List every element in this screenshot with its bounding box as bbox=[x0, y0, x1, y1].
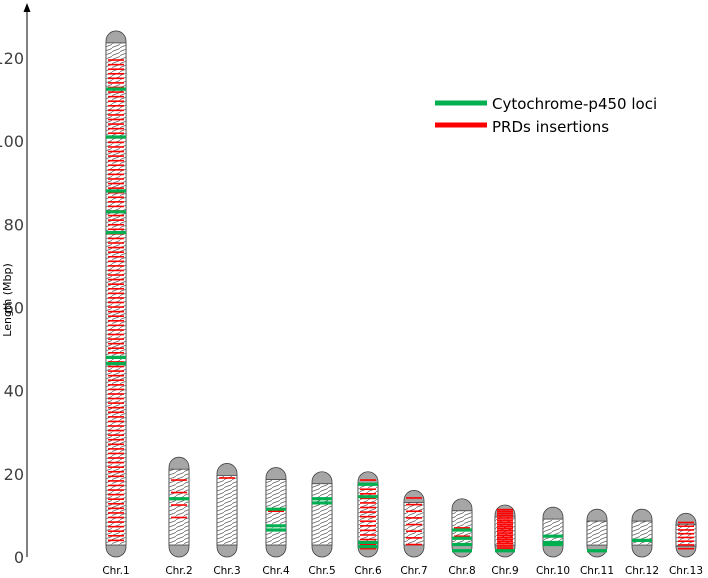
chromosome-hatch bbox=[169, 469, 189, 545]
chromosome-1: Chr.1 bbox=[102, 30, 130, 577]
y-tick-label: 120 bbox=[0, 49, 24, 68]
chromosome-label: Chr.5 bbox=[308, 565, 335, 577]
y-axis-arrow-icon bbox=[23, 3, 31, 12]
legend-prd-label: PRDs insertions bbox=[492, 118, 609, 136]
chromosome-hatch bbox=[217, 475, 237, 545]
chromosome-8: Chr.8 bbox=[448, 498, 476, 577]
y-tick-label: 20 bbox=[4, 465, 24, 484]
chromosome-label: Chr.2 bbox=[165, 565, 192, 577]
chromosome-label: Chr.13 bbox=[669, 565, 703, 577]
chromosome-4: Chr.4 bbox=[262, 467, 290, 577]
chromosome-label: Chr.12 bbox=[625, 565, 659, 577]
chromosome-label: Chr.10 bbox=[536, 565, 570, 577]
chromosome-label: Chr.6 bbox=[354, 565, 382, 577]
chromosome-10: Chr.10 bbox=[536, 506, 570, 577]
chromosome-hatch bbox=[312, 483, 332, 545]
chromosome-hatch bbox=[676, 524, 696, 547]
chromosome-hatch bbox=[543, 519, 563, 545]
y-tick-label: 0 bbox=[14, 548, 24, 567]
chromosome-5: Chr.5 bbox=[308, 471, 336, 577]
chromosomes: Chr.1 Chr.2 Chr.3 Chr.4 Chr.5 Chr.6 Chr.7 Chr.8… bbox=[102, 30, 703, 577]
y-axis: 0 20 40 60 80 100 120 bbox=[0, 3, 31, 567]
chromosome-3: Chr.3 bbox=[213, 463, 241, 577]
chromosome-label: Chr.3 bbox=[213, 565, 240, 577]
chromosome-label: Chr.4 bbox=[262, 565, 290, 577]
y-tick-label: 80 bbox=[4, 215, 24, 234]
chromosome-hatch bbox=[266, 479, 286, 545]
y-tick-label: 100 bbox=[0, 132, 24, 151]
chromosome-label: Chr.9 bbox=[491, 565, 518, 577]
chromosome-2: Chr.2 bbox=[165, 456, 193, 577]
legend-p450-label: Cytochrome-p450 loci bbox=[492, 95, 657, 113]
chromosome-6: Chr.6 bbox=[354, 471, 382, 577]
chromosome-11: Chr.11 bbox=[580, 508, 614, 577]
chromosome-hatch bbox=[404, 502, 424, 545]
chromosome-label: Chr.11 bbox=[580, 565, 614, 577]
chromosome-hatch bbox=[587, 521, 607, 546]
legend: Cytochrome-p450 loci PRDs insertions bbox=[435, 95, 657, 136]
chromosome-label: Chr.1 bbox=[102, 565, 129, 577]
y-tick-label: 40 bbox=[4, 382, 24, 401]
chromosome-12: Chr.12 bbox=[625, 508, 659, 577]
y-tick-label: 60 bbox=[4, 298, 24, 317]
chromosome-label: Chr.8 bbox=[448, 565, 475, 577]
chromosome-7: Chr.7 bbox=[400, 490, 428, 577]
chromosome-13: Chr.13 bbox=[669, 512, 703, 577]
y-axis-label: Length (Mbp) bbox=[1, 263, 14, 336]
chromosome-hatch bbox=[358, 483, 378, 545]
chromosome-9: Chr.9 bbox=[491, 504, 519, 577]
chromosome-label: Chr.7 bbox=[400, 565, 427, 577]
